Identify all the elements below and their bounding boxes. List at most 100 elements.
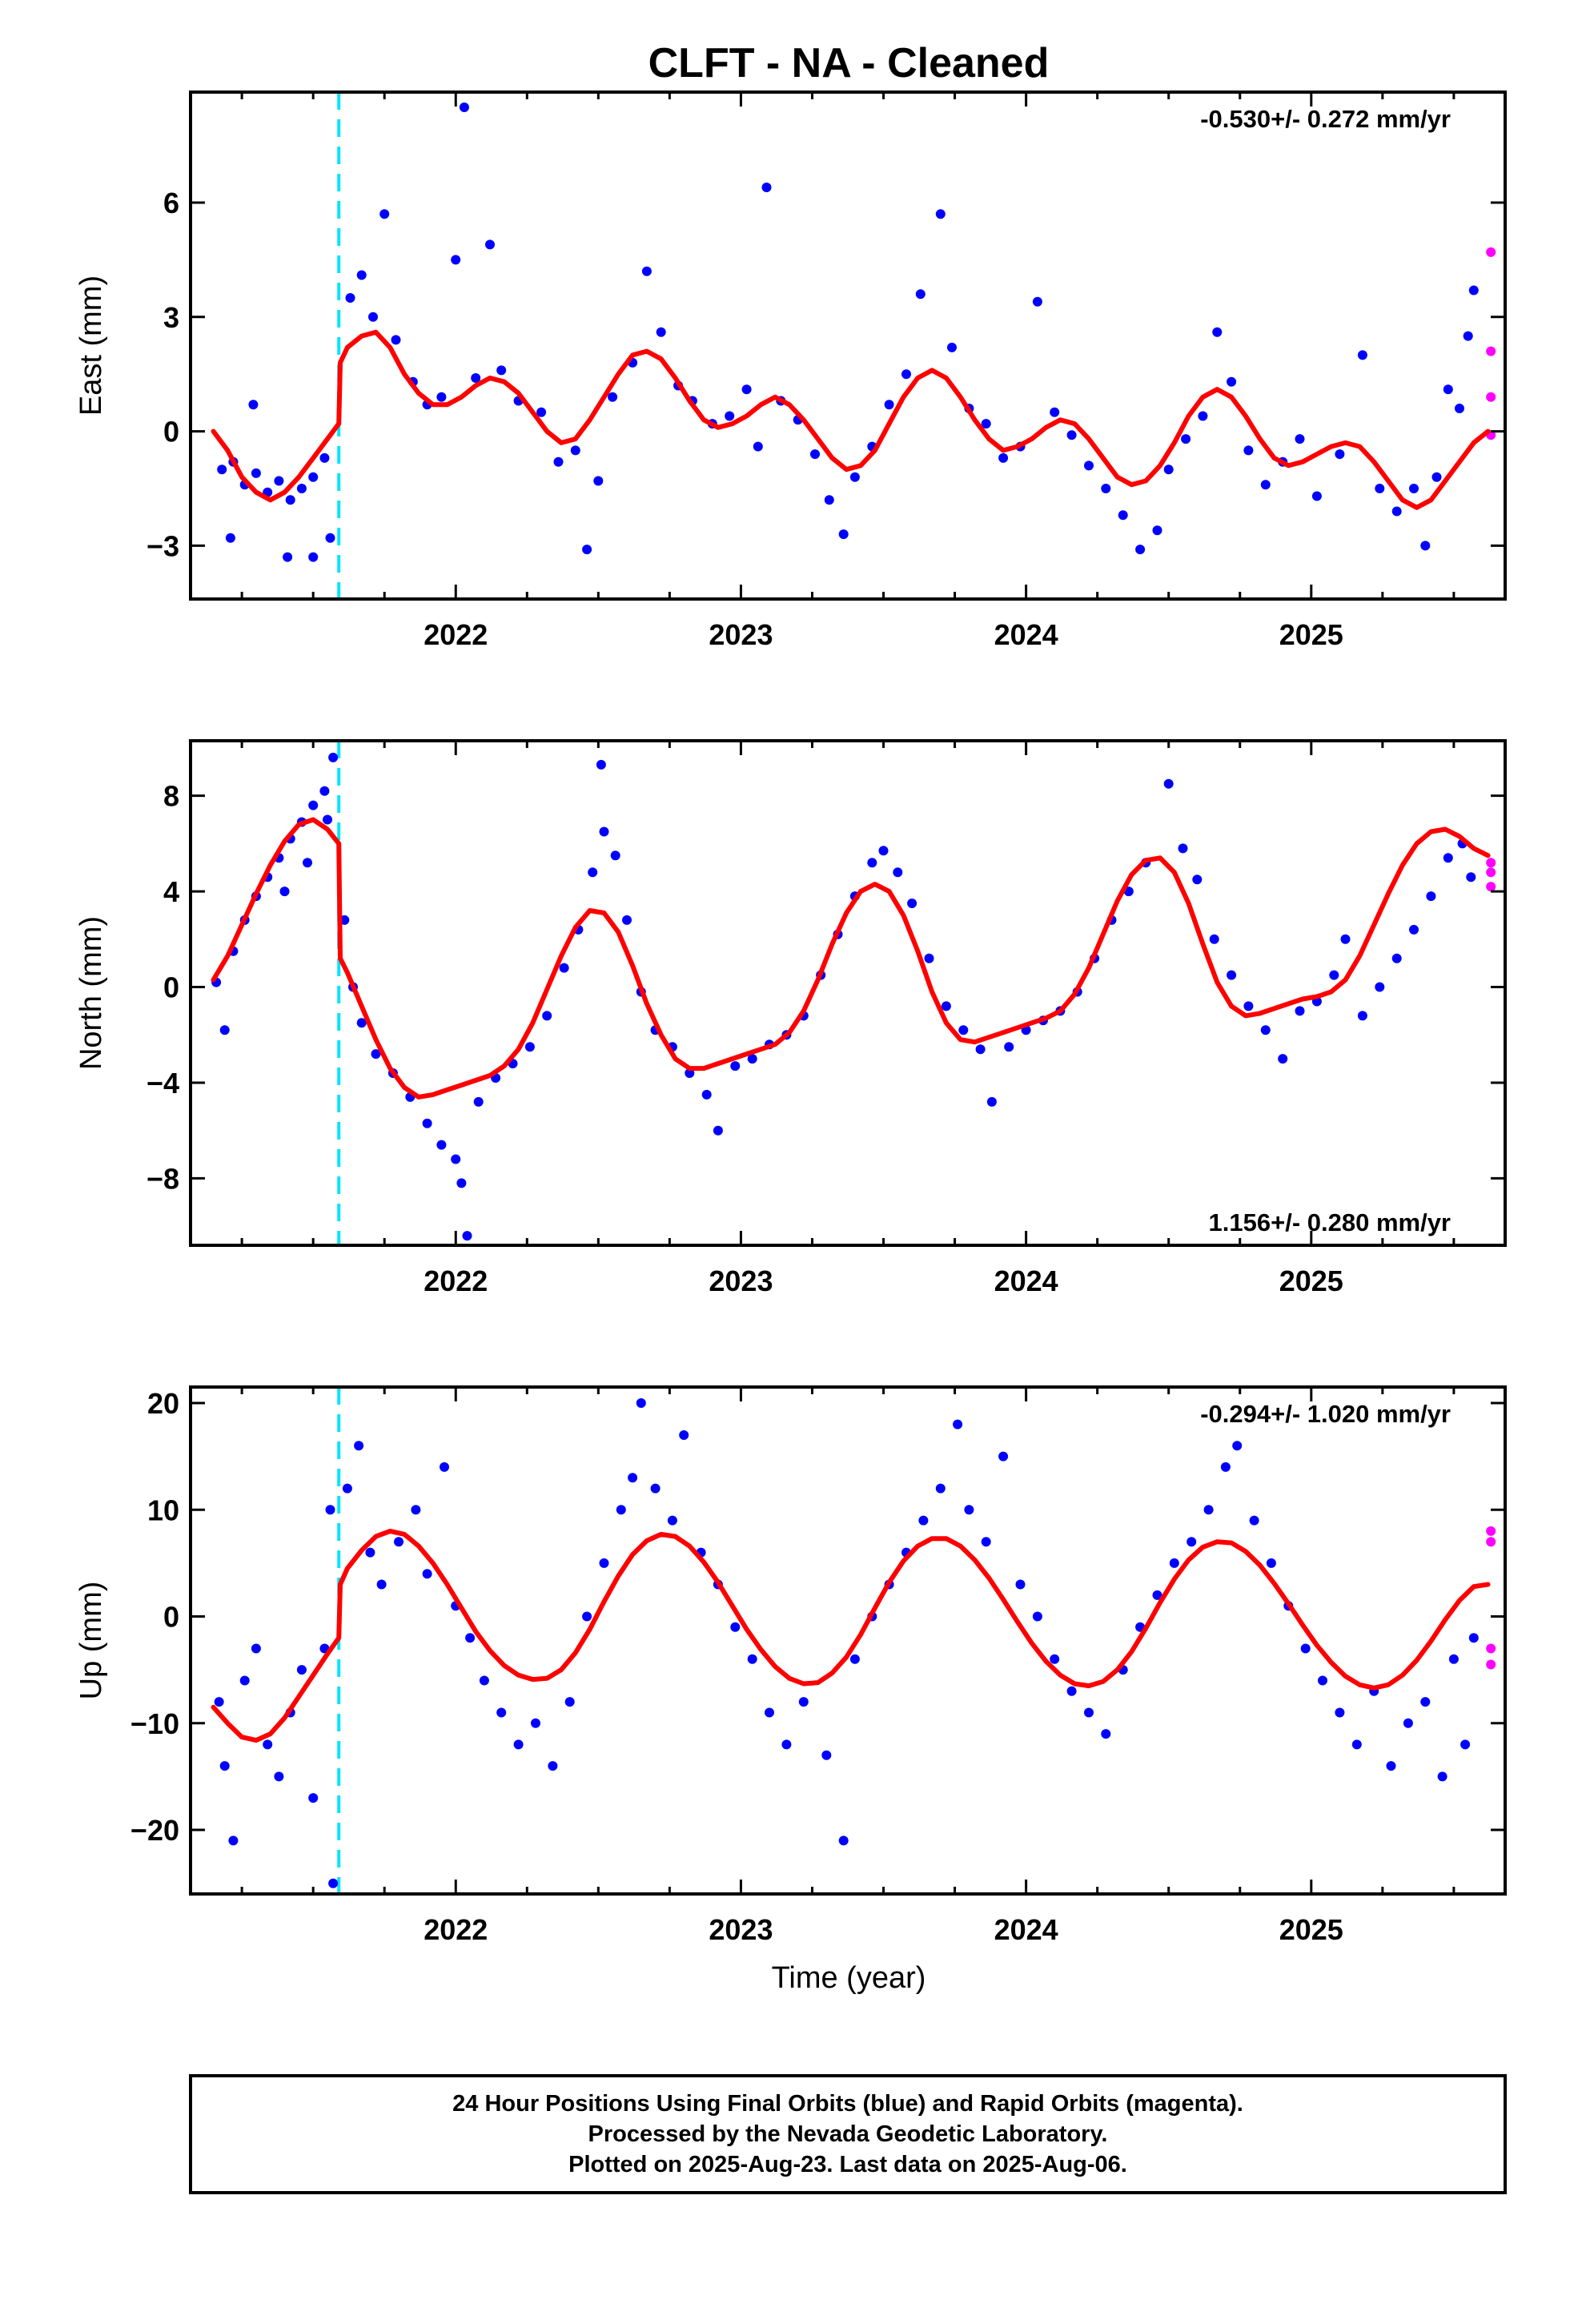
up-final-orbit-point bbox=[1032, 1611, 1042, 1622]
up-final-orbit-point bbox=[849, 1654, 860, 1664]
up-final-orbit-point bbox=[308, 1793, 319, 1803]
east-y-tick-label: 3 bbox=[163, 301, 179, 334]
up-final-orbit-point bbox=[1186, 1537, 1197, 1547]
up-final-orbit-point bbox=[821, 1750, 832, 1760]
north-x-tick-label: 2023 bbox=[709, 1265, 773, 1297]
up-final-orbit-point bbox=[935, 1483, 946, 1494]
east-final-orbit-point bbox=[1431, 472, 1442, 482]
north-frame bbox=[189, 739, 1507, 1247]
up-final-orbit-point bbox=[1084, 1707, 1094, 1718]
east-final-orbit-point bbox=[308, 552, 319, 562]
north-final-orbit-point bbox=[1209, 934, 1219, 944]
up-final-orbit-point bbox=[465, 1633, 476, 1643]
east-final-orbit-point bbox=[1152, 525, 1162, 536]
east-final-orbit-point bbox=[884, 400, 894, 410]
north-final-orbit-point bbox=[941, 1001, 951, 1011]
east-final-orbit-point bbox=[1084, 460, 1094, 471]
north-final-orbit-point bbox=[1243, 1001, 1254, 1011]
north-final-orbit-point bbox=[524, 1042, 535, 1052]
east-final-orbit-point bbox=[1243, 445, 1254, 456]
up-final-orbit-point bbox=[296, 1665, 307, 1675]
up-final-orbit-point bbox=[342, 1483, 352, 1494]
north-final-orbit-point bbox=[319, 786, 330, 796]
north-final-orbit-point bbox=[1329, 970, 1339, 980]
north-final-orbit-point bbox=[1278, 1054, 1288, 1064]
up-y-tick-label: 0 bbox=[163, 1601, 179, 1634]
north-final-orbit-point bbox=[451, 1154, 461, 1164]
north-final-orbit-point bbox=[730, 1061, 741, 1072]
up-y-tick-label: 20 bbox=[147, 1387, 179, 1420]
caption-line-1: 24 Hour Positions Using Final Orbits (bl… bbox=[452, 2091, 1243, 2117]
east-final-orbit-point bbox=[1357, 350, 1367, 360]
up-x-tick-label: 2022 bbox=[424, 1913, 488, 1946]
up-final-orbit-point bbox=[548, 1761, 558, 1771]
up-final-orbit-point bbox=[1437, 1771, 1447, 1782]
east-final-orbit-point bbox=[217, 464, 227, 475]
east-final-orbit-point bbox=[1050, 407, 1060, 417]
east-final-orbit-point bbox=[1227, 376, 1237, 387]
up-final-orbit-point bbox=[354, 1441, 364, 1451]
up-y-tick-label: 10 bbox=[147, 1494, 179, 1526]
north-y-tick-label: −4 bbox=[147, 1067, 179, 1100]
east-final-orbit-point bbox=[1455, 404, 1464, 413]
up-y-tick-label: −20 bbox=[130, 1814, 179, 1847]
east-final-orbit-point bbox=[1163, 464, 1174, 475]
north-final-orbit-point bbox=[1178, 843, 1188, 854]
north-final-orbit-point bbox=[958, 1025, 969, 1035]
east-final-orbit-point bbox=[1468, 285, 1479, 296]
east-final-orbit-point bbox=[824, 495, 834, 505]
up-final-orbit-point bbox=[411, 1505, 421, 1515]
east-rapid-orbit-point bbox=[1486, 392, 1496, 402]
north-final-orbit-point bbox=[1163, 778, 1174, 789]
east-final-orbit-point bbox=[391, 335, 401, 345]
east-y-axis-label: East (mm) bbox=[74, 275, 108, 416]
north-final-orbit-point bbox=[907, 899, 917, 908]
east-final-orbit-point bbox=[761, 183, 772, 192]
north-final-orbit-point bbox=[975, 1044, 986, 1055]
up-final-orbit-point bbox=[1468, 1633, 1479, 1643]
east-final-orbit-point bbox=[459, 103, 469, 112]
north-final-orbit-point bbox=[462, 1231, 472, 1241]
up-final-orbit-point bbox=[1300, 1643, 1311, 1654]
north-final-orbit-point bbox=[456, 1178, 467, 1188]
north-rapid-orbit-point bbox=[1486, 858, 1496, 868]
north-final-orbit-point bbox=[986, 1096, 997, 1107]
east-final-orbit-point bbox=[753, 441, 763, 452]
up-final-orbit-point bbox=[765, 1707, 774, 1718]
north-final-orbit-point bbox=[279, 887, 290, 897]
up-final-orbit-point bbox=[667, 1515, 677, 1526]
north-final-orbit-point bbox=[308, 800, 319, 810]
east-frame bbox=[189, 90, 1507, 601]
up-frame bbox=[189, 1385, 1507, 1896]
east-final-orbit-point bbox=[1375, 484, 1385, 493]
figure-title: CLFT - NA - Cleaned bbox=[648, 40, 1050, 86]
up-rapid-orbit-point bbox=[1486, 1537, 1496, 1547]
north-final-orbit-point bbox=[1340, 934, 1351, 944]
up-final-orbit-point bbox=[1460, 1739, 1471, 1750]
up-x-tick-label: 2023 bbox=[709, 1913, 773, 1946]
east-final-orbit-point bbox=[296, 484, 307, 493]
up-final-orbit-point bbox=[582, 1611, 592, 1622]
east-final-orbit-point bbox=[451, 255, 461, 265]
east-final-orbit-point bbox=[981, 419, 991, 429]
north-final-orbit-point bbox=[622, 915, 632, 925]
east-final-orbit-point bbox=[1032, 296, 1042, 307]
up-final-orbit-point bbox=[1249, 1515, 1259, 1526]
up-plot-area bbox=[211, 1387, 1496, 1894]
east-rapid-orbit-point bbox=[1486, 346, 1496, 356]
caption-box: 24 Hour Positions Using Final Orbits (bl… bbox=[189, 2074, 1507, 2194]
north-final-orbit-point bbox=[1391, 953, 1402, 963]
up-final-orbit-point bbox=[1220, 1462, 1231, 1472]
up-final-orbit-point bbox=[564, 1697, 575, 1707]
east-final-orbit-point bbox=[1101, 484, 1111, 493]
north-y-tick-label: 8 bbox=[163, 780, 179, 813]
north-final-orbit-point bbox=[893, 867, 903, 878]
north-y-axis-label: North (mm) bbox=[74, 916, 108, 1070]
up-model-line bbox=[211, 1528, 1491, 1743]
up-final-orbit-point bbox=[628, 1473, 638, 1483]
east-final-orbit-point bbox=[1198, 411, 1208, 421]
east-final-orbit-point bbox=[1118, 510, 1128, 521]
up-final-orbit-point bbox=[730, 1622, 741, 1632]
up-final-orbit-point bbox=[1015, 1579, 1026, 1590]
